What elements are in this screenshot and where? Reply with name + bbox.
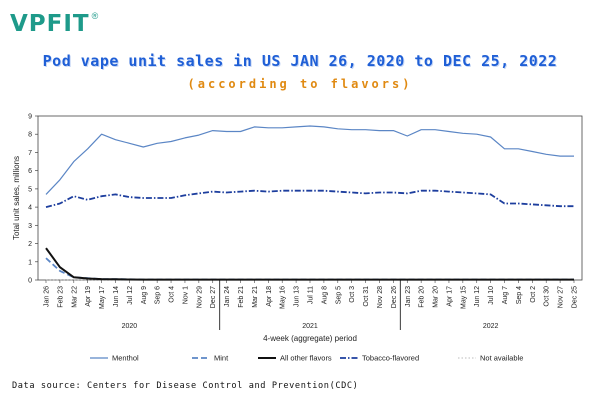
y-tick-label: 9	[28, 114, 32, 121]
x-tick-label: Jun 14	[113, 286, 120, 307]
x-tick-label: Oct 4	[169, 286, 176, 303]
x-tick-label: Sep 4	[516, 286, 523, 304]
x-tick-label: May 16	[280, 286, 287, 309]
x-axis-label: 4-week (aggregate) period	[263, 334, 357, 343]
x-tick-label: Mar 22	[71, 286, 78, 308]
x-tick-label: Jan 26	[44, 286, 51, 307]
x-tick-label: Jun 13	[294, 286, 301, 307]
x-tick-label: Jan 24	[224, 286, 231, 307]
chart-title: Pod vape unit sales in US JAN 26, 2020 t…	[42, 52, 558, 70]
series-line-mint	[45, 257, 574, 281]
year-label: 2020	[122, 323, 138, 330]
x-tick-label: Feb 23	[57, 286, 64, 308]
x-tick-label: Sep 5	[335, 286, 342, 304]
x-tick-label: Apr 19	[85, 286, 92, 307]
y-axis-label: Total unit sales, millions	[12, 156, 21, 240]
legend-label: Menthol	[112, 354, 139, 363]
y-tick-label: 7	[28, 150, 32, 157]
legend-label: Mint	[214, 354, 229, 363]
x-tick-label: Nov 28	[377, 286, 384, 308]
legend-label: All other flavors	[280, 354, 332, 363]
legend-label: Not available	[480, 354, 523, 363]
x-tick-label: Dec 26	[391, 286, 398, 308]
x-tick-label: Jun 12	[474, 286, 481, 307]
x-tick-label: Feb 20	[419, 286, 426, 308]
x-tick-label: Jul 12	[127, 286, 134, 305]
series-line-all-other-flavors	[45, 247, 574, 281]
x-tick-label: May 17	[99, 286, 106, 309]
y-tick-label: 1	[28, 259, 32, 266]
data-source-note: Data source: Centers for Disease Control…	[12, 381, 359, 391]
brand-name: VPFIT	[10, 11, 90, 37]
year-label: 2022	[483, 323, 499, 330]
x-tick-label: Sep 6	[155, 286, 162, 304]
chart-subtitle: (according to flavors)	[187, 77, 413, 91]
y-tick-label: 0	[28, 278, 32, 285]
x-tick-label: Oct 30	[544, 286, 551, 307]
x-tick-label: Aug 8	[321, 286, 328, 304]
x-tick-label: Jul 11	[308, 286, 315, 304]
legend-label: Tobacco-flavored	[362, 354, 419, 363]
y-tick-label: 6	[28, 168, 32, 175]
x-tick-label: Oct 2	[530, 286, 537, 303]
year-label: 2021	[302, 323, 318, 330]
line-chart: 0 1 2 3 4 5 6 7 8 9 Total unit sales, millions Jan …	[12, 114, 583, 363]
y-tick-label: 5	[28, 186, 32, 193]
series-line-tobacco-flavored	[45, 189, 574, 208]
x-tick-label: Nov 1	[182, 286, 189, 304]
x-tick-label: Nov 27	[558, 286, 565, 308]
x-tick-label: Oct 31	[363, 286, 370, 307]
x-tick-label: Oct 3	[349, 286, 356, 303]
registered-mark: ®	[91, 11, 99, 21]
x-tick-label: Dec 27	[210, 286, 217, 308]
x-tick-label: May 15	[460, 286, 467, 309]
x-tick-label: Dec 25	[572, 286, 579, 308]
y-tick-label: 8	[28, 132, 32, 139]
x-tick-label: Mar 20	[433, 286, 440, 308]
x-tick-label: Mar 21	[252, 286, 259, 308]
x-tick-label: Apr 18	[266, 286, 273, 307]
x-tick-label: Apr 17	[446, 286, 453, 307]
x-tick-label: Jan 23	[405, 286, 412, 307]
y-tick-label: 4	[28, 205, 32, 212]
x-tick-label: Aug 7	[502, 286, 509, 304]
x-tick-label: Feb 21	[238, 286, 245, 308]
y-tick-label: 2	[28, 241, 32, 248]
x-tick-label: Nov 29	[196, 286, 203, 308]
x-tick-label: Jul 10	[488, 286, 495, 305]
brand-logo: VPFIT ®	[10, 10, 98, 42]
series-line-menthol	[45, 125, 574, 195]
y-tick-label: 3	[28, 223, 32, 230]
x-tick-label: Aug 9	[141, 286, 148, 304]
